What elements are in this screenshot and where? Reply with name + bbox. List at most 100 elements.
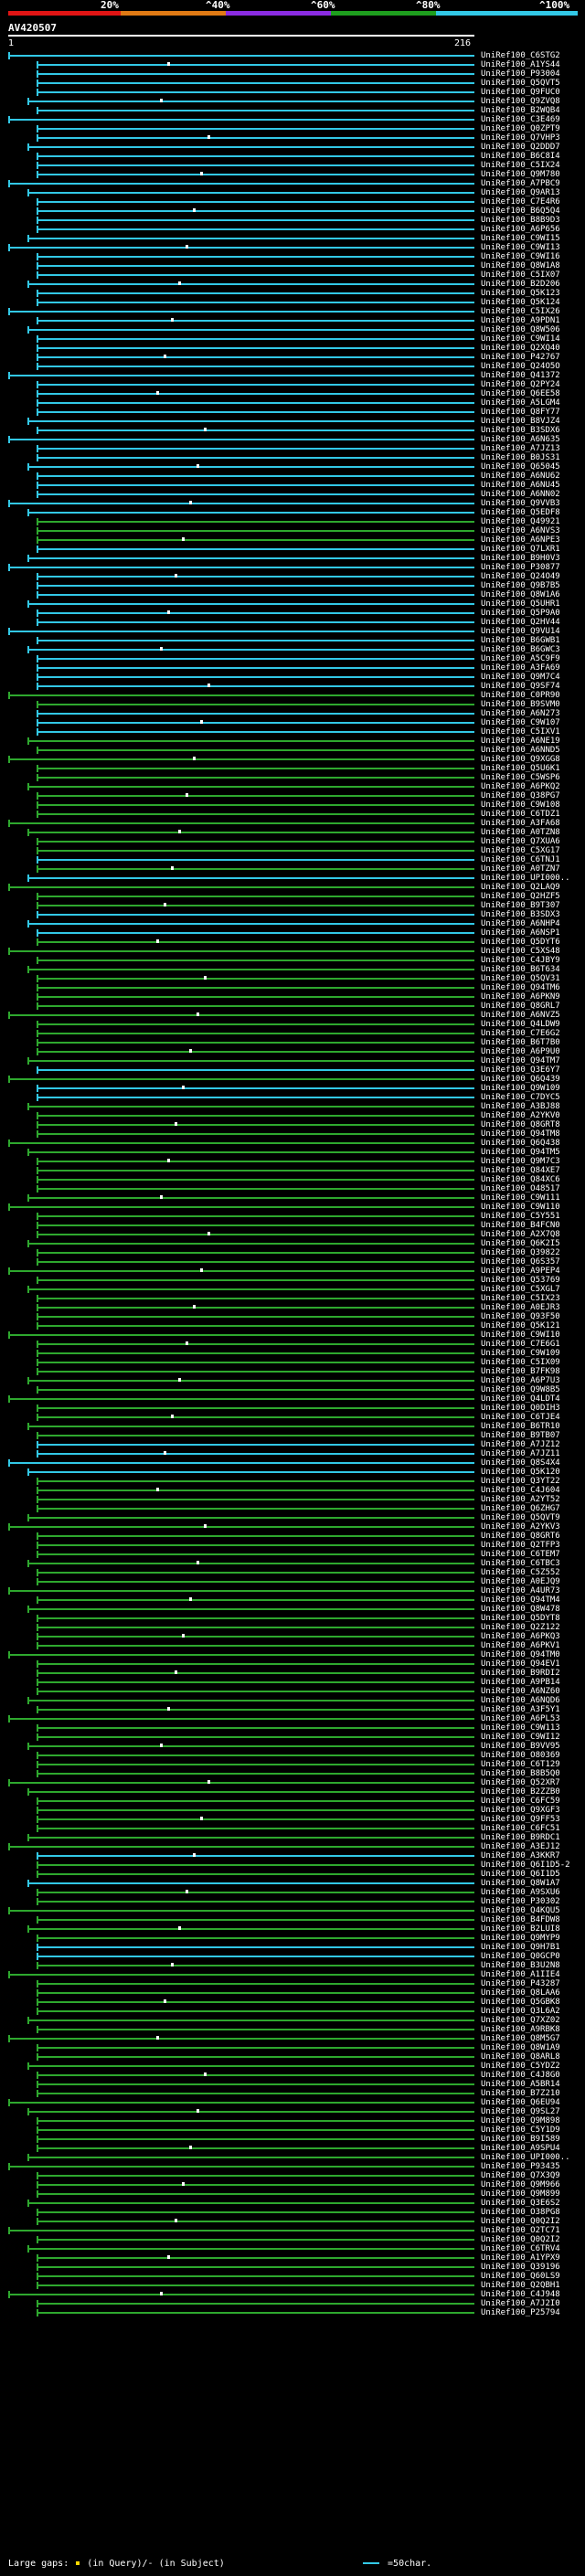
hit-label[interactable]: UniRef100_Q9XGG8	[481, 755, 560, 764]
hit-label[interactable]: UniRef100_P93004	[481, 69, 560, 79]
hit-row[interactable]: UniRef100_Q4LDT4	[0, 1394, 585, 1404]
hit-row[interactable]: UniRef100_Q6I1D5	[0, 1870, 585, 1879]
hit-label[interactable]: UniRef100_C9WI16	[481, 252, 560, 261]
hit-row[interactable]: UniRef100_A6NZ60	[0, 1687, 585, 1696]
hit-row[interactable]: UniRef100_A7JZ12	[0, 1440, 585, 1449]
hit-row[interactable]: UniRef100_Q6Q438	[0, 1139, 585, 1148]
hit-label[interactable]: UniRef100_Q5DYT8	[481, 1614, 560, 1623]
hit-label[interactable]: UniRef100_Q5U6K1	[481, 764, 560, 773]
hit-row[interactable]: UniRef100_Q9FUC0	[0, 88, 585, 97]
hit-label[interactable]: UniRef100_C4JBY9	[481, 956, 560, 965]
hit-row[interactable]: UniRef100_C6TJE4	[0, 1413, 585, 1422]
hit-label[interactable]: UniRef100_C9W108	[481, 800, 560, 810]
hit-row[interactable]: UniRef100_B9VV95	[0, 1742, 585, 1751]
hit-label[interactable]: UniRef100_B7Z210	[481, 2089, 560, 2098]
hit-label[interactable]: UniRef100_C6T129	[481, 1760, 560, 1769]
hit-row[interactable]: UniRef100_A9PDN1	[0, 316, 585, 325]
hit-label[interactable]: UniRef100_C4J604	[481, 1486, 560, 1495]
hit-label[interactable]: UniRef100_A9RBK8	[481, 2025, 560, 2034]
hit-row[interactable]: UniRef100_Q9SL27	[0, 2107, 585, 2116]
hit-row[interactable]: UniRef100_A5C9F9	[0, 654, 585, 663]
hit-label[interactable]: UniRef100_C7E6G1	[481, 1340, 560, 1349]
hit-row[interactable]: UniRef100_A5LGM4	[0, 398, 585, 408]
hit-row[interactable]: UniRef100_Q5UHR1	[0, 599, 585, 609]
hit-row[interactable]: UniRef100_C9WI13	[0, 243, 585, 252]
hit-row[interactable]: UniRef100_A0TZN8	[0, 828, 585, 837]
hit-row[interactable]: UniRef100_C9WI15	[0, 234, 585, 243]
hit-row[interactable]: UniRef100_Q9VU14	[0, 627, 585, 636]
hit-row[interactable]: UniRef100_UPI000..	[0, 2153, 585, 2162]
hit-row[interactable]: UniRef100_B3SDX6	[0, 426, 585, 435]
hit-label[interactable]: UniRef100_B6T634	[481, 965, 560, 974]
hit-label[interactable]: UniRef100_Q9M966	[481, 2180, 560, 2189]
hit-label[interactable]: UniRef100_Q9M899	[481, 2189, 560, 2199]
hit-label[interactable]: UniRef100_A4UR73	[481, 1586, 560, 1595]
hit-row[interactable]: UniRef100_Q3YT22	[0, 1477, 585, 1486]
hit-label[interactable]: UniRef100_A5BR14	[481, 2080, 560, 2089]
hit-label[interactable]: UniRef100_Q2HZF5	[481, 892, 560, 901]
hit-label[interactable]: UniRef100_O48517	[481, 1184, 560, 1193]
hit-label[interactable]: UniRef100_Q9H7B1	[481, 1943, 560, 1952]
hit-row[interactable]: UniRef100_Q6ZHG7	[0, 1504, 585, 1513]
hit-row[interactable]: UniRef100_Q0GCP0	[0, 1952, 585, 1961]
hit-row[interactable]: UniRef100_C3E469	[0, 115, 585, 124]
hit-label[interactable]: UniRef100_Q8W1A8	[481, 261, 560, 270]
hit-label[interactable]: UniRef100_Q3YT22	[481, 1477, 560, 1486]
hit-label[interactable]: UniRef100_B8VJZ4	[481, 417, 560, 426]
hit-row[interactable]: UniRef100_Q8W1A7	[0, 1879, 585, 1888]
hit-label[interactable]: UniRef100_Q8W506	[481, 325, 560, 334]
hit-row[interactable]: UniRef100_C5Z552	[0, 1568, 585, 1577]
hit-label[interactable]: UniRef100_A0EJQ9	[481, 1577, 560, 1586]
hit-label[interactable]: UniRef100_Q2PY24	[481, 380, 560, 389]
hit-label[interactable]: UniRef100_Q8FY77	[481, 408, 560, 417]
hit-label[interactable]: UniRef100_A2YT52	[481, 1495, 560, 1504]
hit-label[interactable]: UniRef100_Q5K123	[481, 289, 560, 298]
hit-label[interactable]: UniRef100_Q8S4X4	[481, 1458, 560, 1468]
hit-label[interactable]: UniRef100_Q7X3Q9	[481, 2171, 560, 2180]
hit-label[interactable]: UniRef100_C9W110	[481, 1203, 560, 1212]
hit-label[interactable]: UniRef100_C9WI13	[481, 243, 560, 252]
hit-row[interactable]: UniRef100_C9WI12	[0, 1733, 585, 1742]
hit-row[interactable]: UniRef100_Q93F50	[0, 1312, 585, 1321]
hit-row[interactable]: UniRef100_C4J8G0	[0, 2071, 585, 2080]
hit-row[interactable]: UniRef100_A0EJR3	[0, 1303, 585, 1312]
hit-label[interactable]: UniRef100_Q24O49	[481, 572, 560, 581]
hit-label[interactable]: UniRef100_C5XGL7	[481, 1285, 560, 1294]
hit-row[interactable]: UniRef100_Q9M898	[0, 2116, 585, 2125]
hit-row[interactable]: UniRef100_Q9FF53	[0, 1815, 585, 1824]
hit-label[interactable]: UniRef100_Q4LDT4	[481, 1394, 560, 1404]
hit-label[interactable]: UniRef100_A2YKV0	[481, 1111, 560, 1120]
hit-label[interactable]: UniRef100_Q2Z122	[481, 1623, 560, 1632]
hit-label[interactable]: UniRef100_Q6I1D5	[481, 1870, 560, 1879]
hit-row[interactable]: UniRef100_Q9MYP9	[0, 1934, 585, 1943]
hit-label[interactable]: UniRef100_Q8GRL7	[481, 1002, 560, 1011]
hit-label[interactable]: UniRef100_A6NU62	[481, 472, 560, 481]
hit-label[interactable]: UniRef100_C5IXV1	[481, 727, 560, 737]
hit-label[interactable]: UniRef100_Q94EV1	[481, 1659, 560, 1669]
hit-row[interactable]: UniRef100_C9W113	[0, 1723, 585, 1733]
hit-row[interactable]: UniRef100_C7E4R6	[0, 197, 585, 207]
hit-row[interactable]: UniRef100_Q2HZF5	[0, 892, 585, 901]
hit-label[interactable]: UniRef100_B9TB07	[481, 1431, 560, 1440]
hit-row[interactable]: UniRef100_B0JS31	[0, 453, 585, 462]
hit-label[interactable]: UniRef100_C5IX24	[481, 161, 560, 170]
hit-row[interactable]: UniRef100_A0EJQ9	[0, 1577, 585, 1586]
hit-row[interactable]: UniRef100_Q9M966	[0, 2180, 585, 2189]
hit-row[interactable]: UniRef100_C4JBY9	[0, 956, 585, 965]
hit-label[interactable]: UniRef100_Q9XGF3	[481, 1806, 560, 1815]
hit-row[interactable]: UniRef100_Q41372	[0, 371, 585, 380]
hit-label[interactable]: UniRef100_Q39196	[481, 2263, 560, 2272]
hit-row[interactable]: UniRef100_Q5K120	[0, 1468, 585, 1477]
hit-label[interactable]: UniRef100_Q9B7B5	[481, 581, 560, 590]
hit-row[interactable]: UniRef100_A3FA69	[0, 663, 585, 673]
hit-row[interactable]: UniRef100_Q5QVT9	[0, 1513, 585, 1522]
hit-row[interactable]: UniRef100_A9SXU6	[0, 1888, 585, 1897]
hit-row[interactable]: UniRef100_Q94TM6	[0, 983, 585, 992]
hit-row[interactable]: UniRef100_B8VJZ4	[0, 417, 585, 426]
hit-row[interactable]: UniRef100_Q65045	[0, 462, 585, 472]
hit-label[interactable]: UniRef100_B6TR10	[481, 1422, 560, 1431]
hit-row[interactable]: UniRef100_Q8LAA6	[0, 1988, 585, 1998]
hit-row[interactable]: UniRef100_A6PKQ2	[0, 782, 585, 791]
hit-row[interactable]: UniRef100_A2X7Q8	[0, 1230, 585, 1239]
hit-row[interactable]: UniRef100_C9W111	[0, 1193, 585, 1203]
